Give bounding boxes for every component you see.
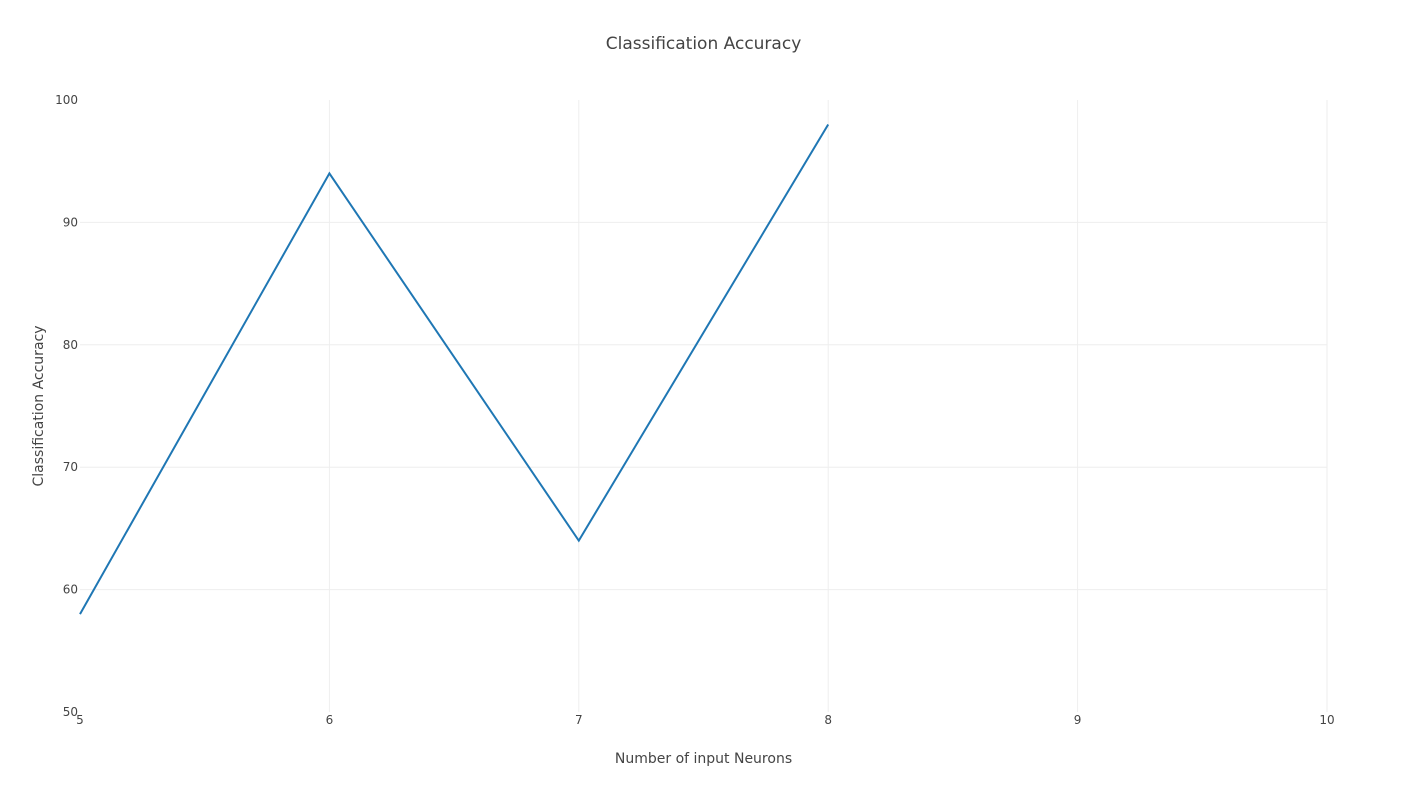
x-tick-label: 6 bbox=[326, 713, 334, 727]
x-gridlines bbox=[328, 100, 1328, 712]
x-tick-label: 9 bbox=[1074, 713, 1082, 727]
y-axis-title: Classification Accuracy bbox=[31, 326, 47, 487]
x-tick-label: 7 bbox=[575, 713, 583, 727]
x-tick-label: 8 bbox=[824, 713, 832, 727]
x-tick-label: 10 bbox=[1319, 713, 1334, 727]
y-tick-label: 60 bbox=[63, 583, 78, 597]
y-gridlines bbox=[80, 221, 1327, 591]
y-tick-label: 90 bbox=[63, 215, 78, 229]
x-axis-title: Number of input Neurons bbox=[615, 751, 792, 767]
x-tick-label: 5 bbox=[76, 713, 84, 727]
y-tick-label: 70 bbox=[63, 460, 78, 474]
y-tick-label: 50 bbox=[63, 705, 78, 719]
y-tick-label: 100 bbox=[55, 93, 78, 107]
x-tick-labels: 5 6 7 8 9 10 bbox=[76, 713, 1334, 727]
chart-title: Classification Accuracy bbox=[606, 34, 802, 54]
y-tick-labels: 50 60 70 80 90 100 bbox=[55, 93, 78, 719]
series-line bbox=[79, 123, 830, 615]
plot-series bbox=[79, 123, 830, 615]
y-tick-label: 80 bbox=[63, 338, 78, 352]
